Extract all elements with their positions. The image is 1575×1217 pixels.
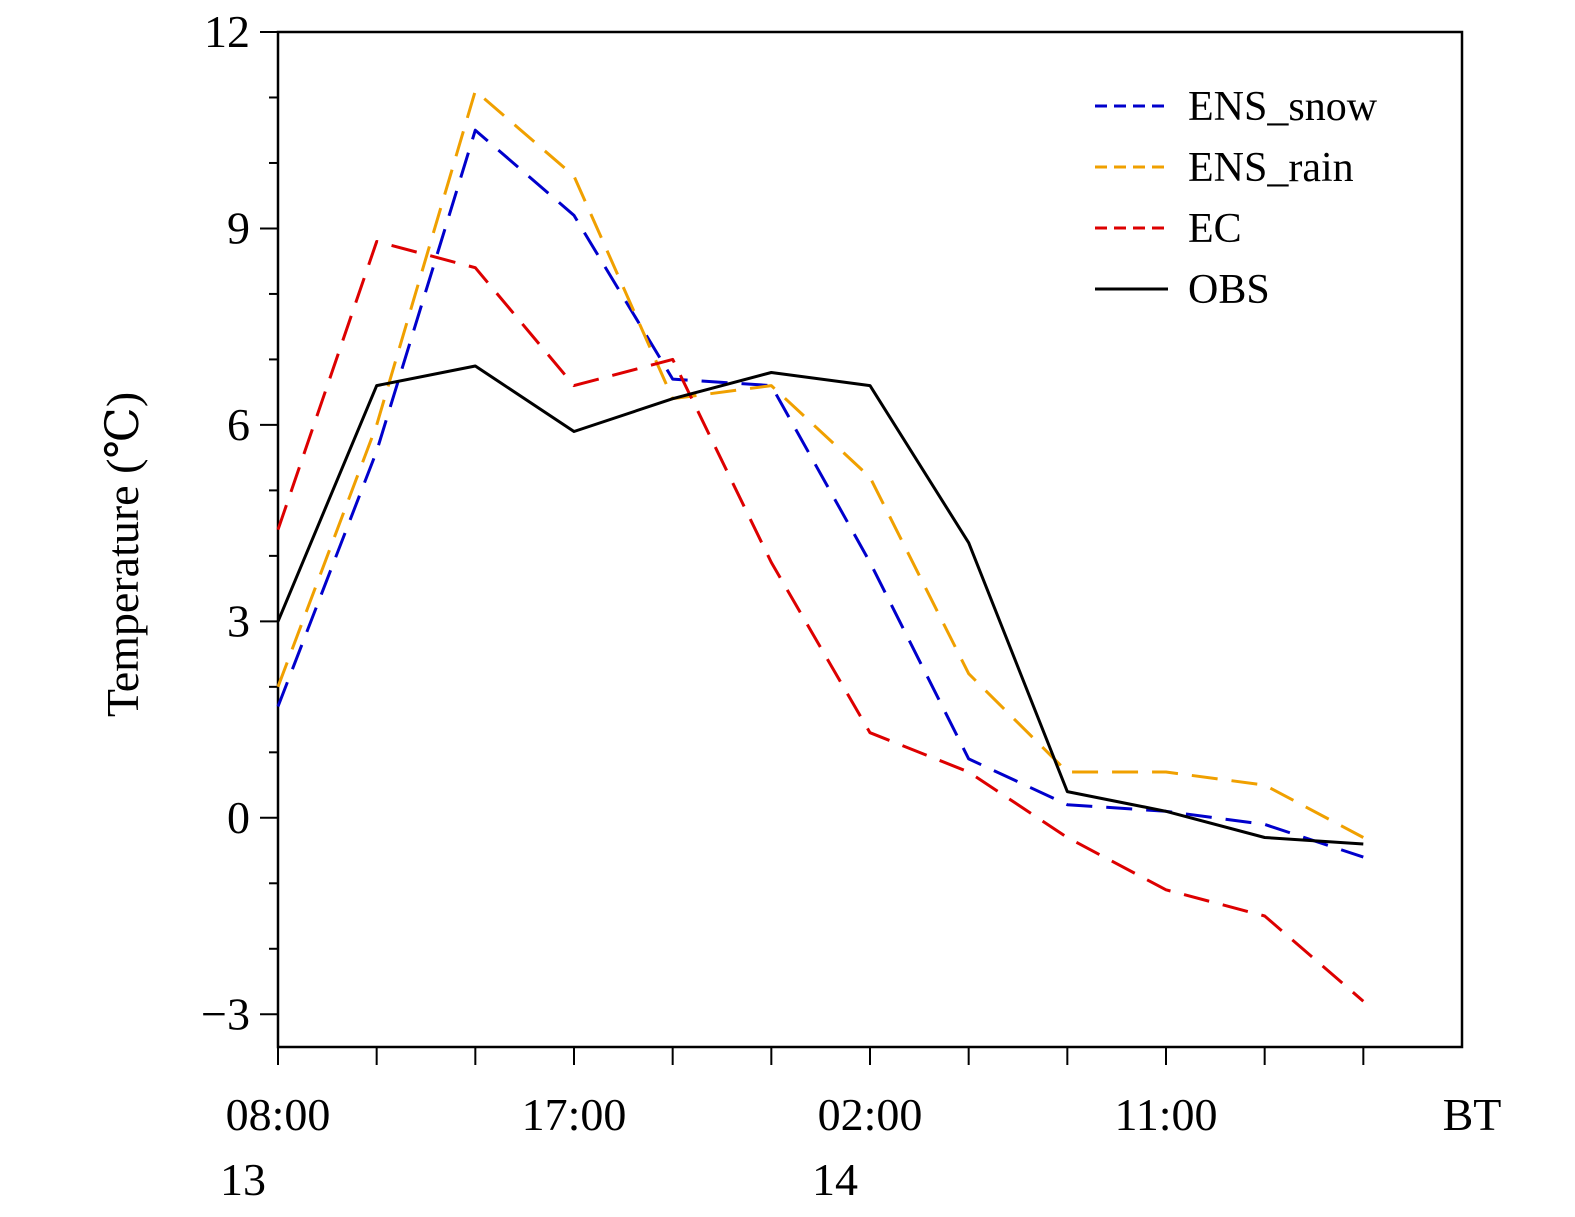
x-day-label: 13 [220, 1154, 266, 1205]
legend-label: OBS [1188, 267, 1270, 313]
y-tick-label: 9 [227, 202, 250, 253]
x-axis: 08:00 13 17:00 02:00 14 11:00 BT [220, 1047, 1501, 1205]
y-axis: −3 0 3 6 9 12 [201, 6, 278, 1039]
x-day-label: 14 [812, 1154, 858, 1205]
y-tick-label: 6 [227, 399, 250, 450]
x-tick-label: 11:00 [1114, 1089, 1217, 1140]
series-line-ens-rain [276, 89, 1365, 839]
x-tick-label: 17:00 [522, 1089, 627, 1140]
y-tick-label: 0 [227, 792, 250, 843]
y-tick-label: 3 [227, 595, 250, 646]
x-tick-label: 08:00 [226, 1089, 331, 1140]
x-unit-label: BT [1443, 1089, 1502, 1140]
legend-label: ENS_snow [1188, 84, 1378, 130]
y-axis-title: Temperature (℃) [97, 392, 148, 717]
series-line-ec [276, 240, 1365, 1003]
series-layer [276, 89, 1365, 1003]
series-line-ens-snow [276, 128, 1364, 859]
legend: ENS_snow ENS_rain EC OBS [1095, 84, 1378, 313]
y-tick-label: 12 [204, 6, 250, 57]
legend-label: EC [1188, 206, 1242, 252]
legend-label: ENS_rain [1188, 145, 1354, 191]
x-tick-label: 02:00 [818, 1089, 923, 1140]
y-tick-label: −3 [201, 988, 250, 1039]
series-line-obs [276, 364, 1364, 846]
